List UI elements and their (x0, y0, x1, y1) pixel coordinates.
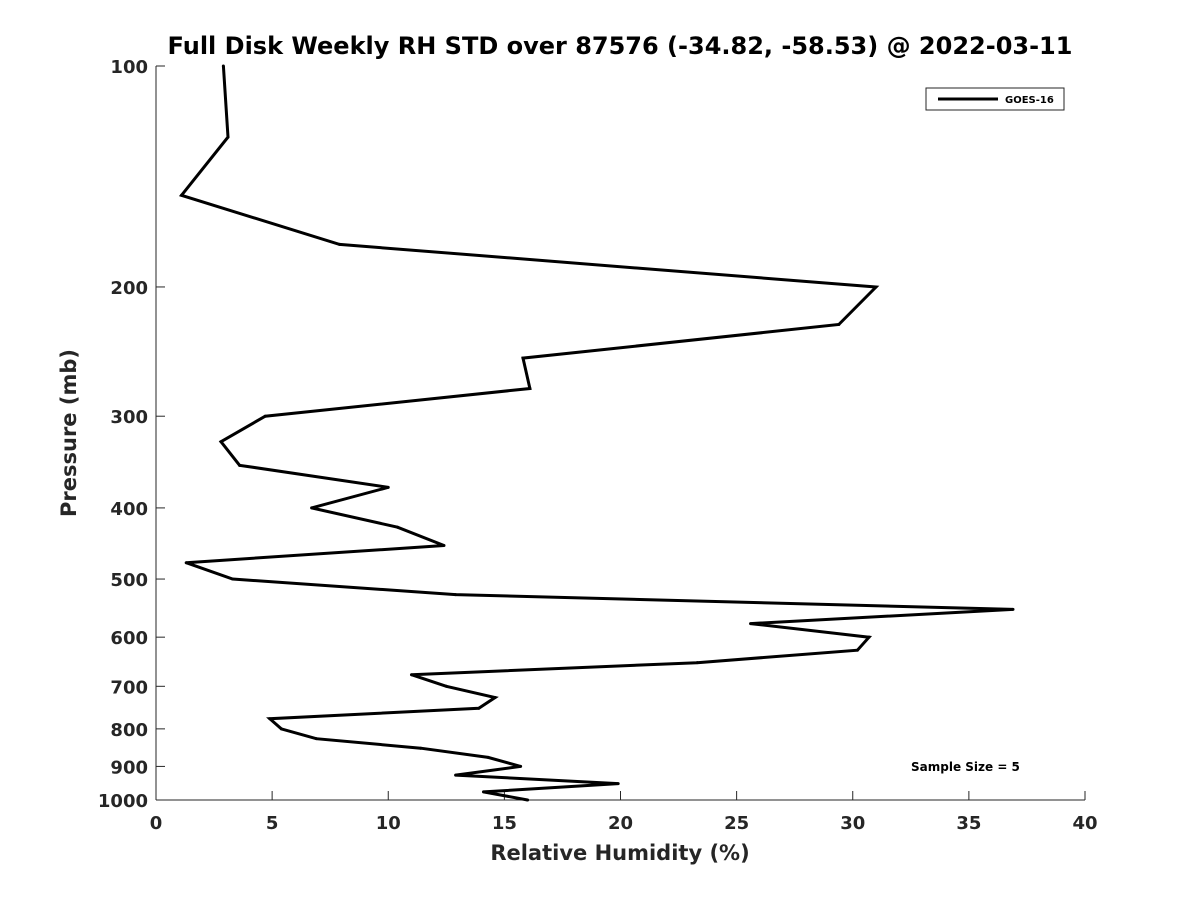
data-point (1011, 607, 1015, 611)
data-point (231, 577, 235, 581)
data-point (263, 414, 267, 418)
data-point (310, 506, 314, 510)
y-tick-label: 400 (110, 499, 148, 520)
data-point (837, 323, 841, 327)
data-point (409, 673, 413, 677)
data-point (519, 764, 523, 768)
data-point (486, 755, 490, 759)
x-tick-label: 25 (724, 813, 749, 834)
y-tick-label: 200 (110, 278, 148, 299)
data-point (493, 695, 497, 699)
x-axis-ticks: 0 5 10 15 20 25 30 35 40 (150, 791, 1098, 834)
y-tick-label: 500 (110, 570, 148, 591)
data-point (874, 285, 878, 289)
data-point (444, 684, 448, 688)
y-tick-label: 100 (110, 57, 148, 78)
x-tick-label: 15 (492, 813, 517, 834)
x-tick-label: 30 (840, 813, 865, 834)
y-tick-label: 900 (110, 757, 148, 778)
data-point (481, 790, 485, 794)
data-point (226, 135, 230, 139)
x-tick-label: 0 (150, 813, 163, 834)
data-point (268, 717, 272, 721)
data-point (419, 746, 423, 750)
data-point (238, 463, 242, 467)
x-tick-label: 10 (376, 813, 401, 834)
x-tick-label: 5 (266, 813, 279, 834)
y-tick-label: 600 (110, 628, 148, 649)
y-axis-label: Pressure (mb) (57, 349, 81, 517)
sample-size-annotation: Sample Size = 5 (911, 760, 1020, 774)
x-tick-label: 20 (608, 813, 633, 834)
y-tick-label: 700 (110, 677, 148, 698)
data-point (314, 737, 318, 741)
data-point (442, 543, 446, 547)
data-point (396, 525, 400, 529)
x-axis-label: Relative Humidity (%) (490, 841, 749, 865)
data-point (867, 635, 871, 639)
data-point (180, 193, 184, 197)
data-point (219, 440, 223, 444)
y-tick-label: 800 (110, 720, 148, 741)
data-point (454, 593, 458, 597)
plot-area: 0 5 10 15 20 25 30 35 40 100 200 300 400 500 600 700 80… (98, 57, 1098, 834)
data-point (528, 386, 532, 390)
x-tick-label: 40 (1072, 813, 1097, 834)
legend: GOES-16 (925, 87, 1065, 111)
y-axis-ticks: 100 200 300 400 500 600 700 800 900 1000 (98, 57, 165, 812)
data-point (221, 64, 225, 68)
y-tick-label: 300 (110, 407, 148, 428)
data-point (454, 773, 458, 777)
data-point (337, 242, 341, 246)
chart-title: Full Disk Weekly RH STD over 87576 (-34.… (168, 32, 1073, 60)
data-point (616, 782, 620, 786)
series-points (180, 64, 1015, 802)
y-tick-label: 1000 (98, 791, 148, 812)
data-point (184, 561, 188, 565)
data-point (386, 485, 390, 489)
data-point (855, 648, 859, 652)
data-point (279, 727, 283, 731)
data-point (521, 356, 525, 360)
legend-label-goes-16: GOES-16 (1005, 95, 1054, 106)
data-point (526, 798, 530, 802)
data-point (749, 622, 753, 626)
data-point (695, 661, 699, 665)
data-point (477, 706, 481, 710)
x-tick-label: 35 (956, 813, 981, 834)
